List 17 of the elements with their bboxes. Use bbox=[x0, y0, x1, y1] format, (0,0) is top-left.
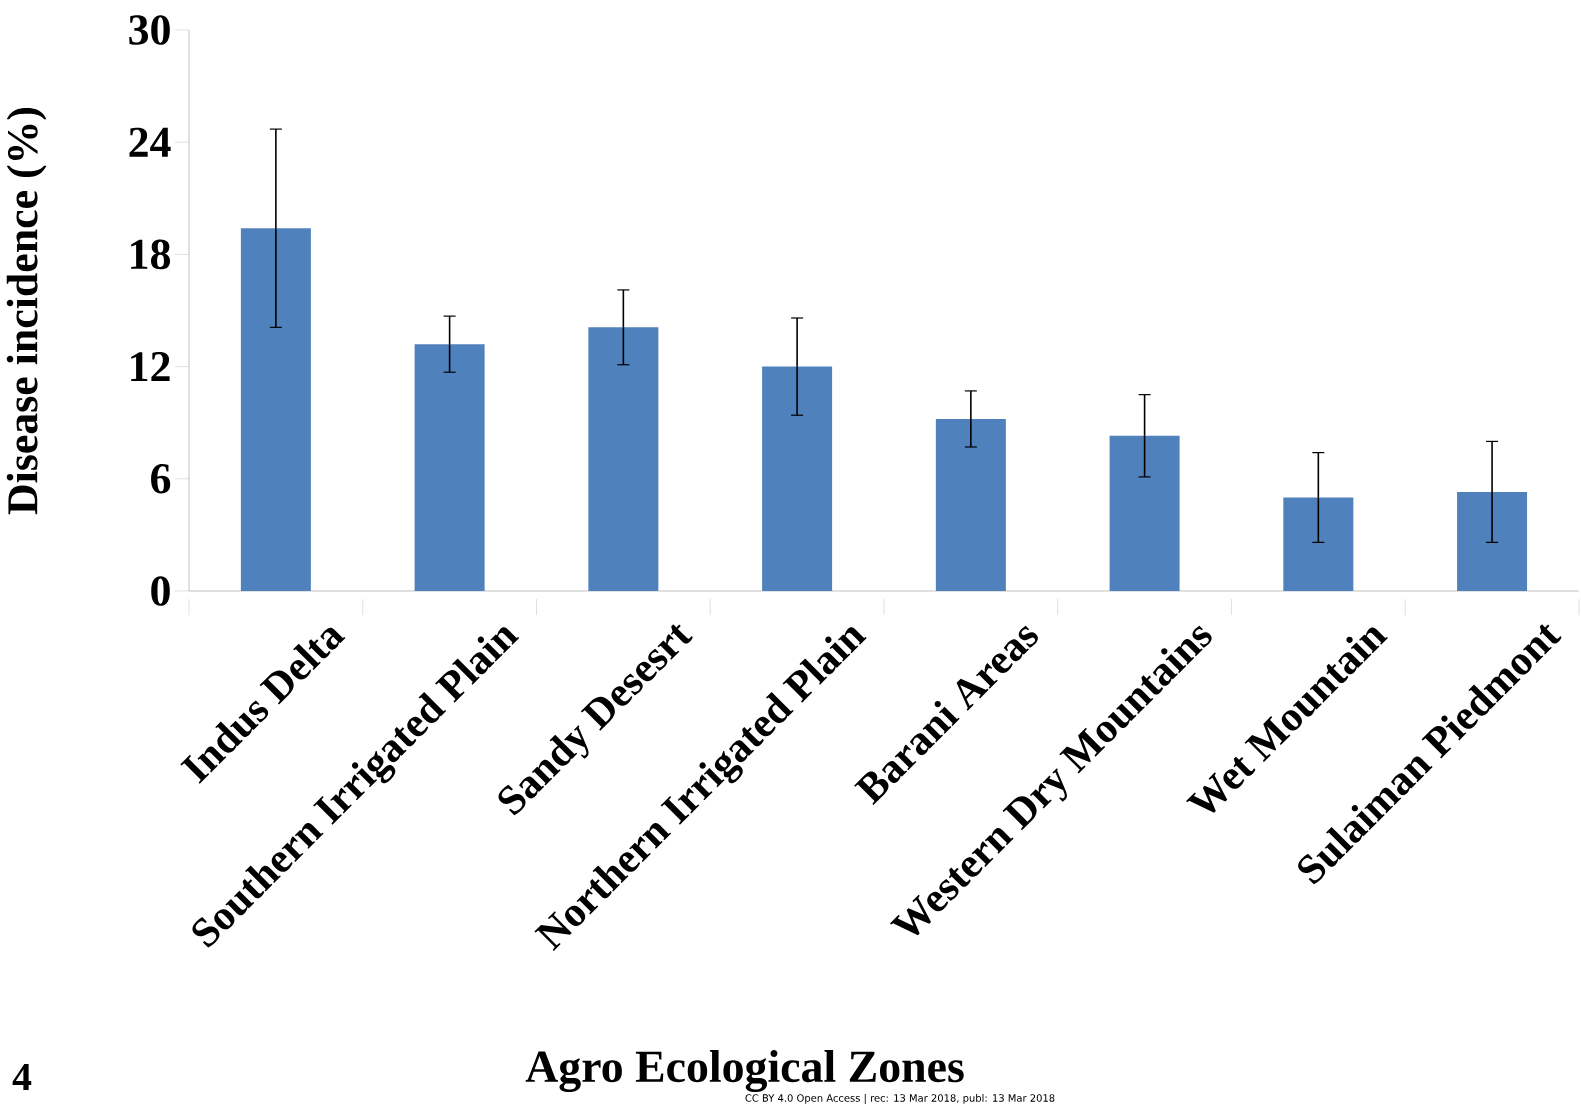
y-tick-label: 6 bbox=[151, 464, 171, 494]
y-axis-title: Disease incidence (%) bbox=[6, 107, 47, 515]
y-tick-label: 0 bbox=[151, 576, 170, 606]
y-tick-label: 30 bbox=[129, 15, 170, 45]
bar bbox=[762, 366, 833, 591]
bar bbox=[588, 327, 659, 591]
bar bbox=[1109, 435, 1180, 591]
y-tick-label: 18 bbox=[131, 239, 171, 270]
bar bbox=[935, 418, 1006, 591]
x-axis-title: Agro Ecological Zones bbox=[525, 1050, 964, 1092]
text: CC BY 4.0 Open Access | rec: 13 Mar 2018, publ: 13 Mar 2018 bbox=[745, 1094, 1055, 1104]
y-tick-label: 12 bbox=[131, 352, 170, 382]
bar bbox=[414, 344, 485, 591]
bar bbox=[240, 228, 311, 591]
text: 4 bbox=[12, 1063, 32, 1091]
bar bbox=[1283, 497, 1354, 591]
y-tick-label: 24 bbox=[129, 127, 171, 157]
